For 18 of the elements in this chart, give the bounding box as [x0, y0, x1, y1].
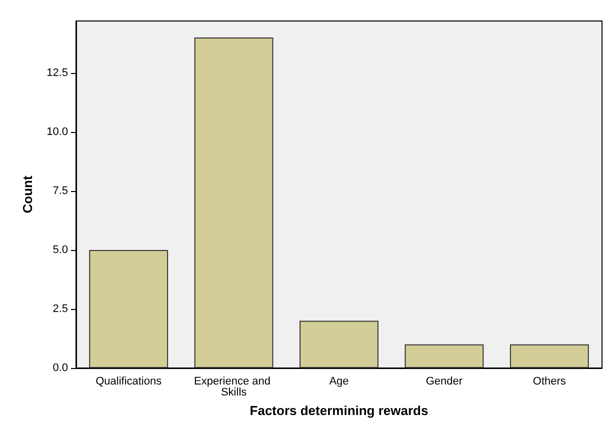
y-tick-label: 5.0 [52, 244, 68, 256]
x-tick-label: Age [329, 376, 349, 388]
y-tick-label: 7.5 [52, 184, 68, 197]
bar [300, 320, 378, 368]
y-tick-label: 0.0 [52, 362, 68, 374]
y-tick-label: 12.5 [46, 66, 68, 79]
x-tick-label: Experience and Skills [194, 376, 274, 398]
bar [89, 250, 168, 368]
y-axis-title: Count [20, 175, 35, 214]
x-axis-title: Factors determining rewards [250, 403, 428, 418]
x-tick-label: Others [532, 376, 566, 388]
bar [194, 38, 274, 368]
y-tick-label: 2.5 [52, 302, 68, 315]
bar [510, 344, 589, 368]
y-tick-label: 10.0 [46, 126, 68, 138]
bar [404, 344, 484, 368]
x-tick-label: Qualifications [96, 376, 162, 388]
x-tick-label: Gender [426, 376, 463, 388]
